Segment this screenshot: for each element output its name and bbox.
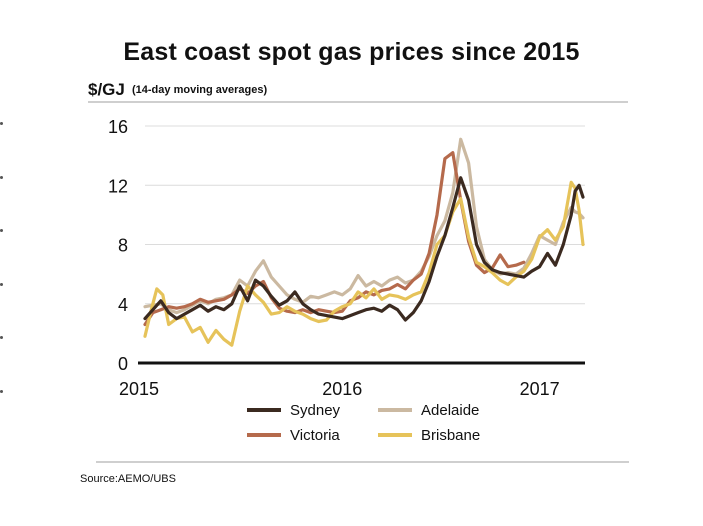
- edge-mark: [0, 229, 3, 232]
- edge-mark: [0, 336, 3, 339]
- gridlines: [145, 125, 585, 305]
- y-tick-label: 12: [108, 176, 128, 196]
- series-line-sydney: [143, 176, 585, 322]
- y-tick-label: 8: [118, 236, 128, 256]
- legend-label-brisbane: Brisbane: [421, 427, 480, 444]
- series-line-adelaide: [143, 137, 585, 315]
- y-tick-labels: 0 4 8 12 16: [108, 117, 128, 374]
- edge-mark: [0, 390, 3, 393]
- y-tick-label: 16: [108, 117, 128, 137]
- legend: Sydney Adelaide Victoria Brisbane: [247, 402, 480, 444]
- edge-mark: [0, 176, 3, 179]
- bottom-rule: [96, 461, 629, 463]
- legend-label-victoria: Victoria: [290, 427, 340, 444]
- series-line-victoria: [143, 151, 526, 327]
- chart-title: East coast spot gas prices since 2015: [123, 38, 580, 66]
- x-tick-label: 2016: [322, 379, 362, 399]
- top-rule: [88, 101, 628, 103]
- x-tick-label: 2015: [119, 379, 159, 399]
- source-note: Source:AEMO/UBS: [80, 473, 176, 485]
- series-lines: [143, 137, 585, 347]
- y-axis-unit-note: (14-day moving averages): [132, 84, 268, 96]
- edge-mark: [0, 122, 3, 125]
- x-tick-labels: 2015 2016 2017: [119, 379, 560, 399]
- y-tick-label: 0: [118, 354, 128, 374]
- y-tick-label: 4: [118, 295, 128, 315]
- line-chart: 0 4 8 12 16 2015 2016 2017 Sydney Adelaide Victo…: [108, 117, 585, 444]
- x-tick-label: 2017: [520, 379, 560, 399]
- edge-mark: [0, 283, 3, 286]
- y-axis-unit: $/GJ: [88, 80, 125, 99]
- legend-label-adelaide: Adelaide: [421, 402, 479, 419]
- legend-label-sydney: Sydney: [290, 402, 341, 419]
